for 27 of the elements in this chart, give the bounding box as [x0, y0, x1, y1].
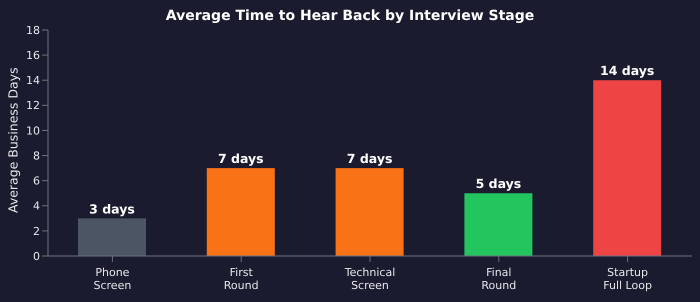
- y-tick-label: 6: [33, 174, 40, 188]
- y-tick-label: 4: [33, 200, 40, 213]
- data-label: 5 days: [476, 176, 522, 192]
- x-tick-label: Technical Screen: [344, 266, 396, 292]
- bar: [78, 218, 146, 256]
- y-tick-label: 14: [26, 74, 40, 88]
- data-label: 3 days: [89, 201, 135, 216]
- bar: [464, 193, 532, 256]
- x-tick-label: Final Round: [481, 266, 516, 292]
- y-tick-label: 8: [33, 149, 40, 162]
- x-tick-label: First Round: [224, 266, 259, 292]
- x-tick-label: Startup Full Loop: [603, 266, 652, 292]
- y-tick-label: 10: [26, 124, 40, 138]
- data-label: 7 days: [218, 151, 264, 166]
- y-tick-label: 0: [33, 250, 40, 263]
- x-tick-label: Phone Screen: [93, 266, 132, 292]
- data-label: 14 days: [600, 63, 654, 78]
- bar: [206, 168, 275, 256]
- y-tick-label: 12: [26, 99, 40, 112]
- y-tick-label: 18: [26, 24, 40, 37]
- data-label: 7 days: [346, 151, 392, 166]
- y-axis-title: Average Business Days: [5, 67, 20, 213]
- y-tick-label: 2: [33, 224, 40, 238]
- chart-title: Average Time to Hear Back by Interview Stage: [164, 8, 536, 24]
- y-tick-label: 16: [26, 49, 40, 62]
- bar: [593, 80, 662, 256]
- bar: [336, 168, 404, 256]
